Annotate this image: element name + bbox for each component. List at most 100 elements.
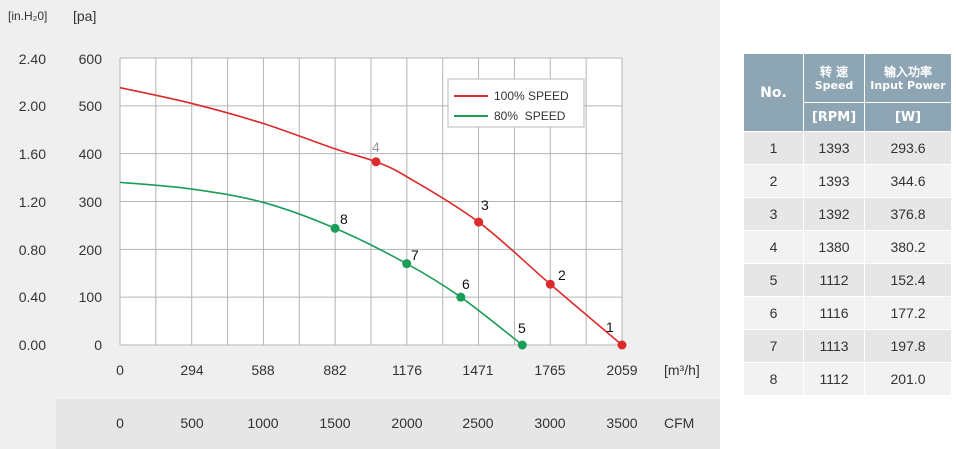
grid	[119, 57, 623, 346]
point-label-5: 5	[518, 320, 526, 336]
data-point-7	[402, 259, 412, 269]
cell-rpm: 1112	[803, 263, 865, 297]
data-points	[330, 157, 627, 350]
data-point-2	[545, 279, 555, 289]
cell-rpm: 1393	[803, 164, 865, 198]
cell-no: 7	[743, 329, 804, 363]
x-tick-m3h: 1176	[391, 362, 423, 378]
y-tick-in: 0.40	[18, 289, 46, 305]
x-tick-m3h: 0	[116, 362, 124, 378]
point-label-2: 2	[558, 267, 566, 283]
y-tick-pa: 500	[78, 98, 102, 114]
y-tick-pa: 400	[78, 146, 102, 162]
cell-power: 177.2	[864, 296, 952, 330]
col-header-speed-cn: 转 速	[819, 64, 849, 79]
x-tick-cfm: 1000	[247, 415, 279, 431]
y-tick-in: 2.00	[18, 98, 46, 114]
cell-rpm: 1113	[803, 329, 865, 363]
x-unit-m3h: [m³/h]	[664, 362, 700, 378]
point-label-1: 1	[606, 319, 614, 335]
col-header-speed-en: Speed	[814, 78, 854, 92]
col-header-power-en: Input Power	[870, 78, 946, 92]
cell-rpm: 1380	[803, 230, 865, 264]
legend-box	[447, 78, 585, 128]
x-tick-m3h: 882	[323, 362, 347, 378]
x2-unit-cfm: CFM	[664, 415, 695, 431]
col-header-speed: 转 速 Speed	[803, 53, 865, 103]
point-label-6: 6	[462, 276, 470, 292]
cell-power: 152.4	[864, 263, 952, 297]
x-tick-m3h: 1765	[534, 362, 566, 378]
cell-rpm: 1116	[803, 296, 865, 330]
col-unit-w: [W]	[864, 102, 952, 132]
table-row: 8 1112 201.0	[743, 362, 952, 396]
x-tick-m3h: 588	[251, 362, 275, 378]
performance-table: No. 转 速 Speed 输入功率 Input Power [RPM] [W]…	[743, 53, 952, 396]
legend-label-100-speed: 100% SPEED	[494, 89, 569, 103]
data-point-6	[456, 292, 466, 302]
cfm-axis-band	[56, 399, 720, 449]
table-row: 1 1393 293.6	[743, 131, 952, 165]
table-row: 7 1113 197.8	[743, 329, 952, 363]
y-tick-in: 1.60	[18, 146, 46, 162]
x-tick-cfm: 3000	[534, 415, 566, 431]
col-header-power: 输入功率 Input Power	[864, 53, 952, 103]
cell-no: 3	[743, 197, 804, 231]
data-point-1	[617, 340, 627, 350]
y-unit-inh2o: [in.H₂0]	[8, 9, 48, 23]
cell-no: 5	[743, 263, 804, 297]
cell-power: 376.8	[864, 197, 952, 231]
col-header-no: No.	[743, 53, 804, 132]
y-tick-in: 1.20	[18, 194, 46, 210]
x-tick-cfm: 500	[180, 415, 204, 431]
x-tick-m3h: 294	[180, 362, 204, 378]
y-tick-pa: 200	[78, 242, 102, 258]
cell-power: 201.0	[864, 362, 952, 396]
cell-rpm: 1393	[803, 131, 865, 165]
legend	[447, 78, 585, 128]
col-unit-rpm: [RPM]	[803, 102, 865, 132]
table-row: 5 1112 152.4	[743, 263, 952, 297]
table-row: 3 1392 376.8	[743, 197, 952, 231]
legend-label-80-speed: 80% SPEED	[494, 109, 566, 123]
point-label-7: 7	[411, 247, 419, 263]
point-label-3: 3	[481, 197, 489, 213]
data-point-4	[371, 157, 381, 167]
cell-no: 6	[743, 296, 804, 330]
y-tick-in: 0.80	[18, 242, 46, 258]
point-label-4: 4	[372, 139, 380, 155]
cell-no: 1	[743, 131, 804, 165]
x-tick-cfm: 2500	[462, 415, 494, 431]
x-tick-cfm: 1500	[319, 415, 351, 431]
y-tick-pa: 300	[78, 194, 102, 210]
y-tick-in: 0.00	[18, 337, 46, 353]
table-row: 4 1380 380.2	[743, 230, 952, 264]
cell-power: 344.6	[864, 164, 952, 198]
y-tick-pa: 100	[78, 289, 102, 305]
table-row: 2 1393 344.6	[743, 164, 952, 198]
cell-no: 8	[743, 362, 804, 396]
cell-power: 293.6	[864, 131, 952, 165]
point-label-8: 8	[340, 211, 348, 227]
data-point-5	[517, 340, 527, 350]
y-unit-pa: [pa]	[73, 8, 97, 24]
fan-performance-chart	[119, 57, 627, 350]
y-tick-pa: 0	[94, 337, 102, 353]
x-tick-cfm: 0	[116, 415, 124, 431]
table-row: 6 1116 177.2	[743, 296, 952, 330]
cell-no: 2	[743, 164, 804, 198]
data-point-8	[330, 223, 340, 233]
y-tick-in: 2.40	[18, 51, 46, 67]
x-tick-m3h: 1471	[462, 362, 494, 378]
y-tick-pa: 600	[78, 51, 102, 67]
x-tick-m3h: 2059	[606, 362, 638, 378]
col-header-power-cn: 输入功率	[883, 64, 932, 79]
cell-no: 4	[743, 230, 804, 264]
cell-rpm: 1392	[803, 197, 865, 231]
cell-power: 380.2	[864, 230, 952, 264]
cell-power: 197.8	[864, 329, 952, 363]
x-tick-cfm: 3500	[606, 415, 638, 431]
data-point-3	[474, 217, 484, 227]
x-tick-cfm: 2000	[391, 415, 423, 431]
cell-rpm: 1112	[803, 362, 865, 396]
